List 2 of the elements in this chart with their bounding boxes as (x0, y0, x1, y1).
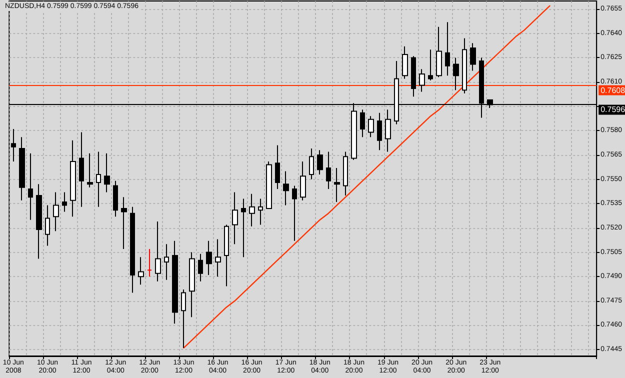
ref-line-label: 0.7596 (600, 105, 625, 114)
ref-line-label: 0.7608 (600, 86, 625, 95)
